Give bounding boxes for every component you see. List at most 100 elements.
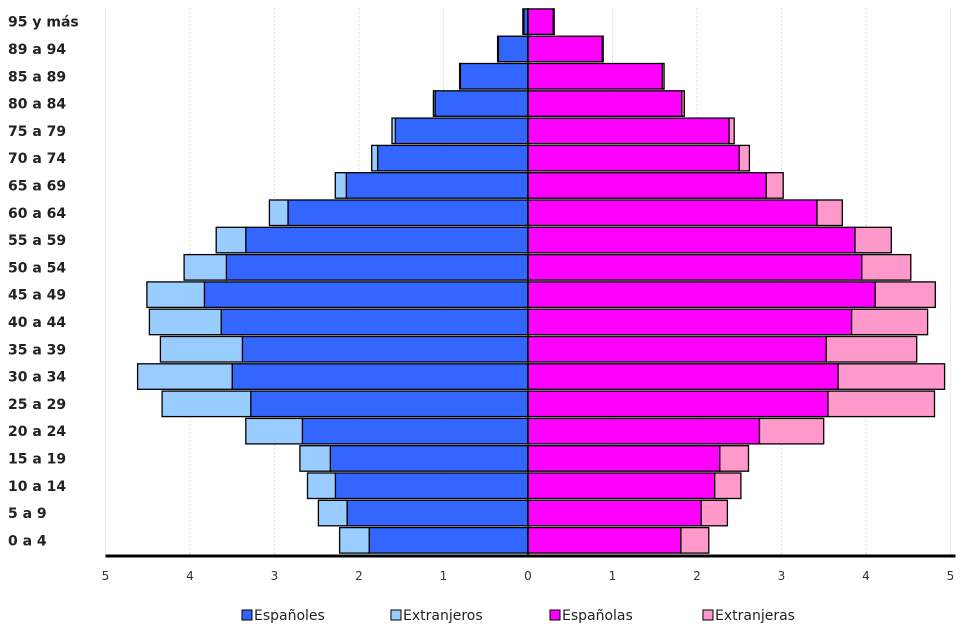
legend-item-extranjeras: Extranjeras: [702, 608, 795, 624]
bar-espa-oles-45-a-49: [203, 281, 529, 309]
bar-espa-oles-10-a-14: [334, 472, 529, 500]
bar-extranjeros-55-a-59: [215, 226, 247, 254]
bars: [136, 8, 946, 554]
age-label: 75 a 79: [8, 124, 66, 140]
bar-espa-olas-10-a-14: [527, 472, 716, 500]
bar-extranjeras-80-a-84: [681, 90, 685, 117]
bar-espa-olas-75-a-79: [527, 117, 730, 145]
bar-extranjeros-20-a-24: [245, 417, 304, 445]
bar-extranjeros-15-a-19: [299, 445, 331, 472]
legend-item-espa-olas: Españolas: [549, 608, 633, 624]
age-label: 10 a 14: [8, 479, 66, 495]
x-tick-label: 4: [186, 569, 194, 583]
bar-extranjeros-5-a-9: [317, 499, 348, 527]
x-tick-label: 3: [271, 569, 279, 583]
legend-label: Españoles: [254, 608, 325, 624]
bar-espa-olas-35-a-39: [527, 335, 827, 363]
legend-swatch: [241, 609, 253, 621]
x-tick-label: 2: [355, 569, 363, 583]
age-labels: 0 a 4 5 a 9 10 a 14 15 a 19 20 a 24 25 a 29 30…: [8, 15, 79, 550]
age-label: 60 a 64: [8, 206, 66, 222]
age-label: 85 a 89: [8, 69, 66, 85]
bar-espa-oles-89-a-94: [497, 35, 529, 63]
bar-espa-oles-25-a-29: [250, 390, 529, 418]
bar-espa-olas-89-a-94: [527, 35, 604, 63]
bar-espa-oles-70-a-74: [376, 144, 529, 172]
bar-extranjeras-25-a-29: [827, 390, 936, 418]
age-label: 0 a 4: [8, 533, 47, 549]
x-tick-label: 1: [440, 569, 448, 583]
bar-espa-olas-80-a-84: [527, 90, 683, 117]
x-tick-label: 1: [609, 569, 617, 583]
axes: [105, 8, 956, 558]
legend-item-espa-oles: Españoles: [241, 608, 325, 624]
bar-extranjeros-45-a-49: [146, 281, 206, 309]
x-tick-label: 3: [778, 569, 786, 583]
bar-extranjeras-15-a-19: [719, 445, 750, 472]
x-tick-labels: 5 4 3 2 1 0 1 2 3 4 5: [102, 569, 955, 583]
bar-espa-oles-40-a-44: [220, 308, 529, 336]
bar-extranjeras-55-a-59: [854, 226, 892, 254]
bar-extranjeras-35-a-39: [825, 335, 918, 363]
age-label: 20 a 24: [8, 424, 66, 440]
bar-espa-oles-30-a-34: [231, 363, 529, 390]
bar-espa-oles-65-a-69: [345, 172, 529, 199]
bar-espa-olas-50-a-54: [527, 253, 863, 281]
bar-extranjeros-65-a-69: [334, 172, 347, 199]
bar-extranjeros-75-a-79: [391, 117, 397, 145]
bar-extranjeras-60-a-64: [816, 199, 843, 227]
age-label: 35 a 39: [8, 342, 66, 358]
bar-extranjeras-89-a-94: [601, 35, 604, 63]
legend-label: Extranjeros: [403, 608, 483, 624]
bar-extranjeras-30-a-34: [837, 363, 946, 390]
bar-espa-oles-85-a-89: [459, 62, 529, 90]
bar-extranjeros-50-a-54: [183, 253, 228, 281]
legend: Españoles Extranjeros Españolas Extranjeras: [241, 608, 795, 624]
bar-extranjeras-70-a-74: [738, 144, 751, 172]
bar-extranjeras-85-a-89: [661, 62, 665, 90]
age-label: 95 y más: [8, 15, 79, 31]
bar-espa-olas-60-a-64: [527, 199, 818, 227]
bar-espa-olas-15-a-19: [527, 445, 721, 472]
bar-espa-olas-30-a-34: [527, 363, 839, 390]
x-tick-label: 4: [862, 569, 870, 583]
bar-espa-olas-70-a-74: [527, 144, 740, 172]
bar-espa-oles-15-a-19: [329, 445, 529, 472]
bar-espa-olas-0-a-4: [527, 526, 682, 554]
bar-espa-olas-55-a-59: [527, 226, 856, 254]
age-label: 5 a 9: [8, 506, 47, 522]
legend-item-extranjeros: Extranjeros: [390, 608, 483, 624]
legend-label: Españolas: [562, 608, 633, 624]
bar-extranjeros-80-a-84: [432, 90, 436, 117]
x-tick-label: 5: [102, 569, 110, 583]
bar-espa-oles-0-a-4: [368, 526, 529, 554]
bar-extranjeras-65-a-69: [765, 172, 784, 199]
bar-espa-olas-95-y-m-s: [527, 8, 554, 36]
bar-extranjeras-45-a-49: [874, 281, 936, 309]
bar-extranjeros-25-a-29: [161, 390, 252, 418]
bar-extranjeras-50-a-54: [861, 253, 912, 281]
bar-espa-olas-65-a-69: [527, 172, 767, 199]
legend-label: Extranjeras: [715, 608, 795, 624]
bar-extranjeros-85-a-89: [458, 62, 462, 90]
bar-espa-oles-60-a-64: [287, 199, 529, 227]
legend-swatch: [390, 609, 402, 621]
bar-extranjeros-95-y-m-s: [522, 8, 525, 36]
bar-espa-oles-20-a-24: [301, 417, 529, 445]
bar-extranjeras-10-a-14: [714, 472, 742, 500]
x-tick-label: 5: [947, 569, 955, 583]
bar-extranjeros-35-a-39: [159, 335, 244, 363]
age-label: 89 a 94: [8, 42, 66, 58]
legend-swatch: [549, 609, 561, 621]
bar-extranjeros-60-a-64: [268, 199, 289, 227]
age-label: 15 a 19: [8, 451, 66, 467]
bar-extranjeras-40-a-44: [850, 308, 929, 336]
x-tick-label: 2: [693, 569, 701, 583]
bar-extranjeros-40-a-44: [148, 308, 222, 336]
bar-espa-oles-35-a-39: [241, 335, 529, 363]
age-label: 70 a 74: [8, 151, 66, 167]
bar-extranjeras-20-a-24: [758, 417, 825, 445]
bar-espa-olas-25-a-29: [527, 390, 829, 418]
bar-extranjeras-95-y-m-s: [552, 8, 555, 36]
